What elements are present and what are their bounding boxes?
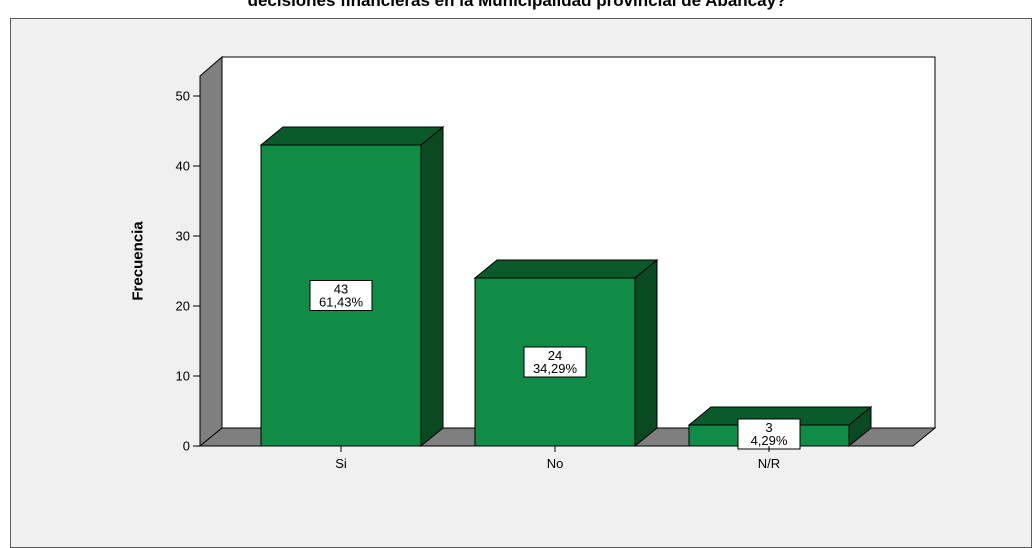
y-tick-label: 0 — [183, 439, 190, 454]
chart-title: decisiones financieras en la Municipalid… — [247, 0, 787, 10]
y-tick-label: 10 — [176, 369, 190, 384]
plot-left-wall — [199, 55, 223, 448]
data-label-count: 24 — [548, 348, 562, 363]
x-tick-label: No — [547, 456, 564, 471]
data-label-box — [737, 418, 801, 450]
y-tick-label: 50 — [176, 89, 190, 104]
bar-top — [473, 259, 659, 279]
y-tick-label: 20 — [176, 299, 190, 314]
y-axis-label: Frecuencia — [129, 221, 147, 301]
y-axis: 0 10 20 30 40 50 — [176, 89, 200, 454]
bar-side — [634, 258, 658, 448]
bar-nr: 34,29% — [687, 405, 873, 450]
x-axis: Si No N/R — [335, 446, 780, 471]
data-label-percent: 4,29% — [751, 433, 788, 448]
data-label-count: 43 — [334, 282, 348, 297]
x-tick-label: N/R — [758, 456, 780, 471]
data-label-box — [309, 280, 373, 311]
x-tick-label: Si — [335, 456, 347, 471]
bar-side — [420, 125, 444, 448]
y-tick-label: 40 — [176, 159, 190, 174]
data-label: 34,29% — [737, 418, 801, 450]
bar-top — [259, 126, 445, 146]
data-label-percent: 34,29% — [533, 361, 578, 376]
data-label-box — [523, 346, 587, 378]
data-label-count: 3 — [765, 420, 772, 435]
y-tick-label: 30 — [176, 229, 190, 244]
data-label-percent: 61,43% — [319, 295, 364, 310]
